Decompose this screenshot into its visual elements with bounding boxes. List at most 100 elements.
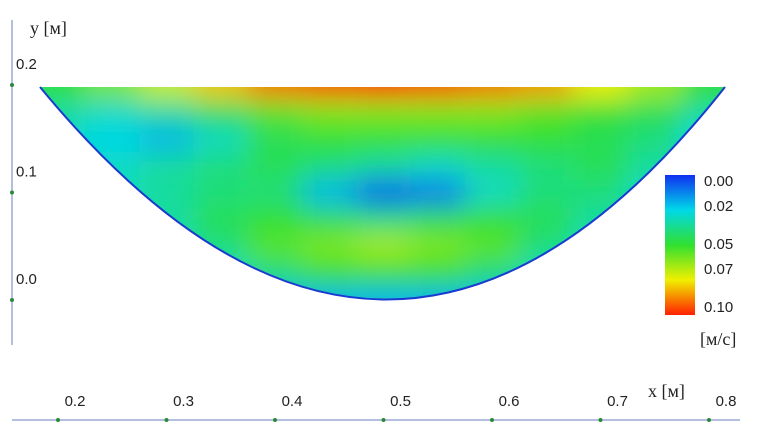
heat-cell [193, 98, 248, 126]
heat-cell [410, 152, 465, 180]
heat-cell [410, 205, 465, 233]
heat-cell [247, 232, 303, 260]
heat-cell [247, 87, 303, 99]
heat-cell [193, 87, 248, 99]
heat-cell [681, 98, 725, 126]
colorbar-tick-label: 0.07 [704, 261, 733, 278]
y-axis-label: y [м] [30, 18, 67, 38]
x-tick-label: 0.6 [499, 393, 520, 410]
heat-cell [464, 232, 520, 260]
heat-cell [193, 286, 248, 300]
heat-cell [464, 286, 520, 300]
heat-cell [247, 125, 303, 153]
x-axis-label: x [м] [648, 381, 685, 401]
y-tick [10, 83, 14, 87]
heat-cell [519, 152, 574, 180]
heat-cell [85, 259, 140, 287]
x-tick-label: 0.5 [390, 393, 411, 410]
heat-cell [573, 286, 628, 300]
x-tick-label: 0.7 [607, 393, 628, 410]
heat-cell [410, 98, 465, 126]
heat-cell [410, 286, 465, 300]
heat-cell [410, 125, 465, 153]
colorbar-label: [м/с] [700, 329, 736, 349]
heat-cell [193, 125, 248, 153]
heat-cell [40, 98, 86, 126]
heat-cell [519, 232, 574, 260]
heat-cell [193, 152, 248, 180]
heat-cell [464, 98, 520, 126]
heat-cell [681, 125, 725, 153]
heat-cell [464, 179, 520, 206]
heat-cell [356, 152, 411, 180]
y-tick-label: 0.2 [16, 56, 37, 73]
heat-cell [573, 152, 628, 180]
colorbar [665, 175, 695, 315]
heat-cell [40, 232, 86, 260]
heat-cell [356, 125, 411, 153]
heat-cell [356, 259, 411, 287]
heat-cell [85, 87, 140, 99]
heat-cell [247, 205, 303, 233]
heat-cell [464, 125, 520, 153]
heat-cell [573, 259, 628, 287]
heat-cell [573, 87, 628, 99]
heat-cell [519, 125, 574, 153]
x-tick [164, 418, 169, 422]
heat-cell [519, 286, 574, 300]
heat-cell [519, 205, 574, 233]
heat-cell [193, 179, 248, 206]
colorbar-tick-label: 0.05 [704, 236, 733, 253]
heat-cell [139, 179, 194, 206]
heat-cell [573, 98, 628, 126]
heat-cell [573, 232, 628, 260]
heat-cell [356, 286, 411, 300]
heat-cell [302, 259, 357, 287]
heat-cell [519, 179, 574, 206]
heat-cell [302, 179, 357, 206]
heat-cell [410, 259, 465, 287]
heat-cell [410, 232, 465, 260]
colorbar-tick-label: 0.00 [704, 173, 733, 190]
heat-cell [410, 87, 465, 99]
heat-cell [139, 98, 194, 126]
heat-cell [85, 232, 140, 260]
heat-cell [302, 232, 357, 260]
heat-cell [356, 205, 411, 233]
heat-cell [247, 259, 303, 287]
heat-cell [356, 87, 411, 99]
heat-cell [519, 87, 574, 99]
colorbar-tick-label: 0.02 [704, 198, 733, 215]
x-tick-label: 0.2 [65, 393, 86, 410]
heat-cell [356, 98, 411, 126]
heat-cell [410, 179, 465, 206]
x-tick [56, 418, 60, 422]
heat-cell [139, 259, 194, 287]
heat-cell [302, 125, 357, 153]
x-tick [273, 418, 277, 422]
heat-cell [573, 125, 628, 153]
heat-cell [464, 259, 520, 287]
heat-cell [627, 87, 682, 99]
heat-cell [40, 152, 86, 180]
heat-cell [40, 286, 86, 300]
heat-cell [356, 232, 411, 260]
heat-cell [464, 87, 520, 99]
heat-cell [193, 232, 248, 260]
y-tick-label: 0.1 [16, 163, 37, 180]
heat-cell [85, 286, 140, 300]
x-tick [381, 418, 386, 422]
heat-cell [193, 205, 248, 233]
heat-cell [247, 152, 303, 180]
heat-cell [139, 205, 194, 233]
heat-cell [464, 205, 520, 233]
heat-cell [302, 87, 357, 99]
heat-cell [573, 179, 628, 206]
y-tick [10, 298, 14, 302]
heat-cell [519, 98, 574, 126]
domain-edge [39, 86, 726, 301]
x-tick-label: 0.4 [282, 393, 303, 410]
heat-cell [247, 98, 303, 126]
heat-cell [40, 259, 86, 287]
heat-cell [85, 205, 140, 233]
